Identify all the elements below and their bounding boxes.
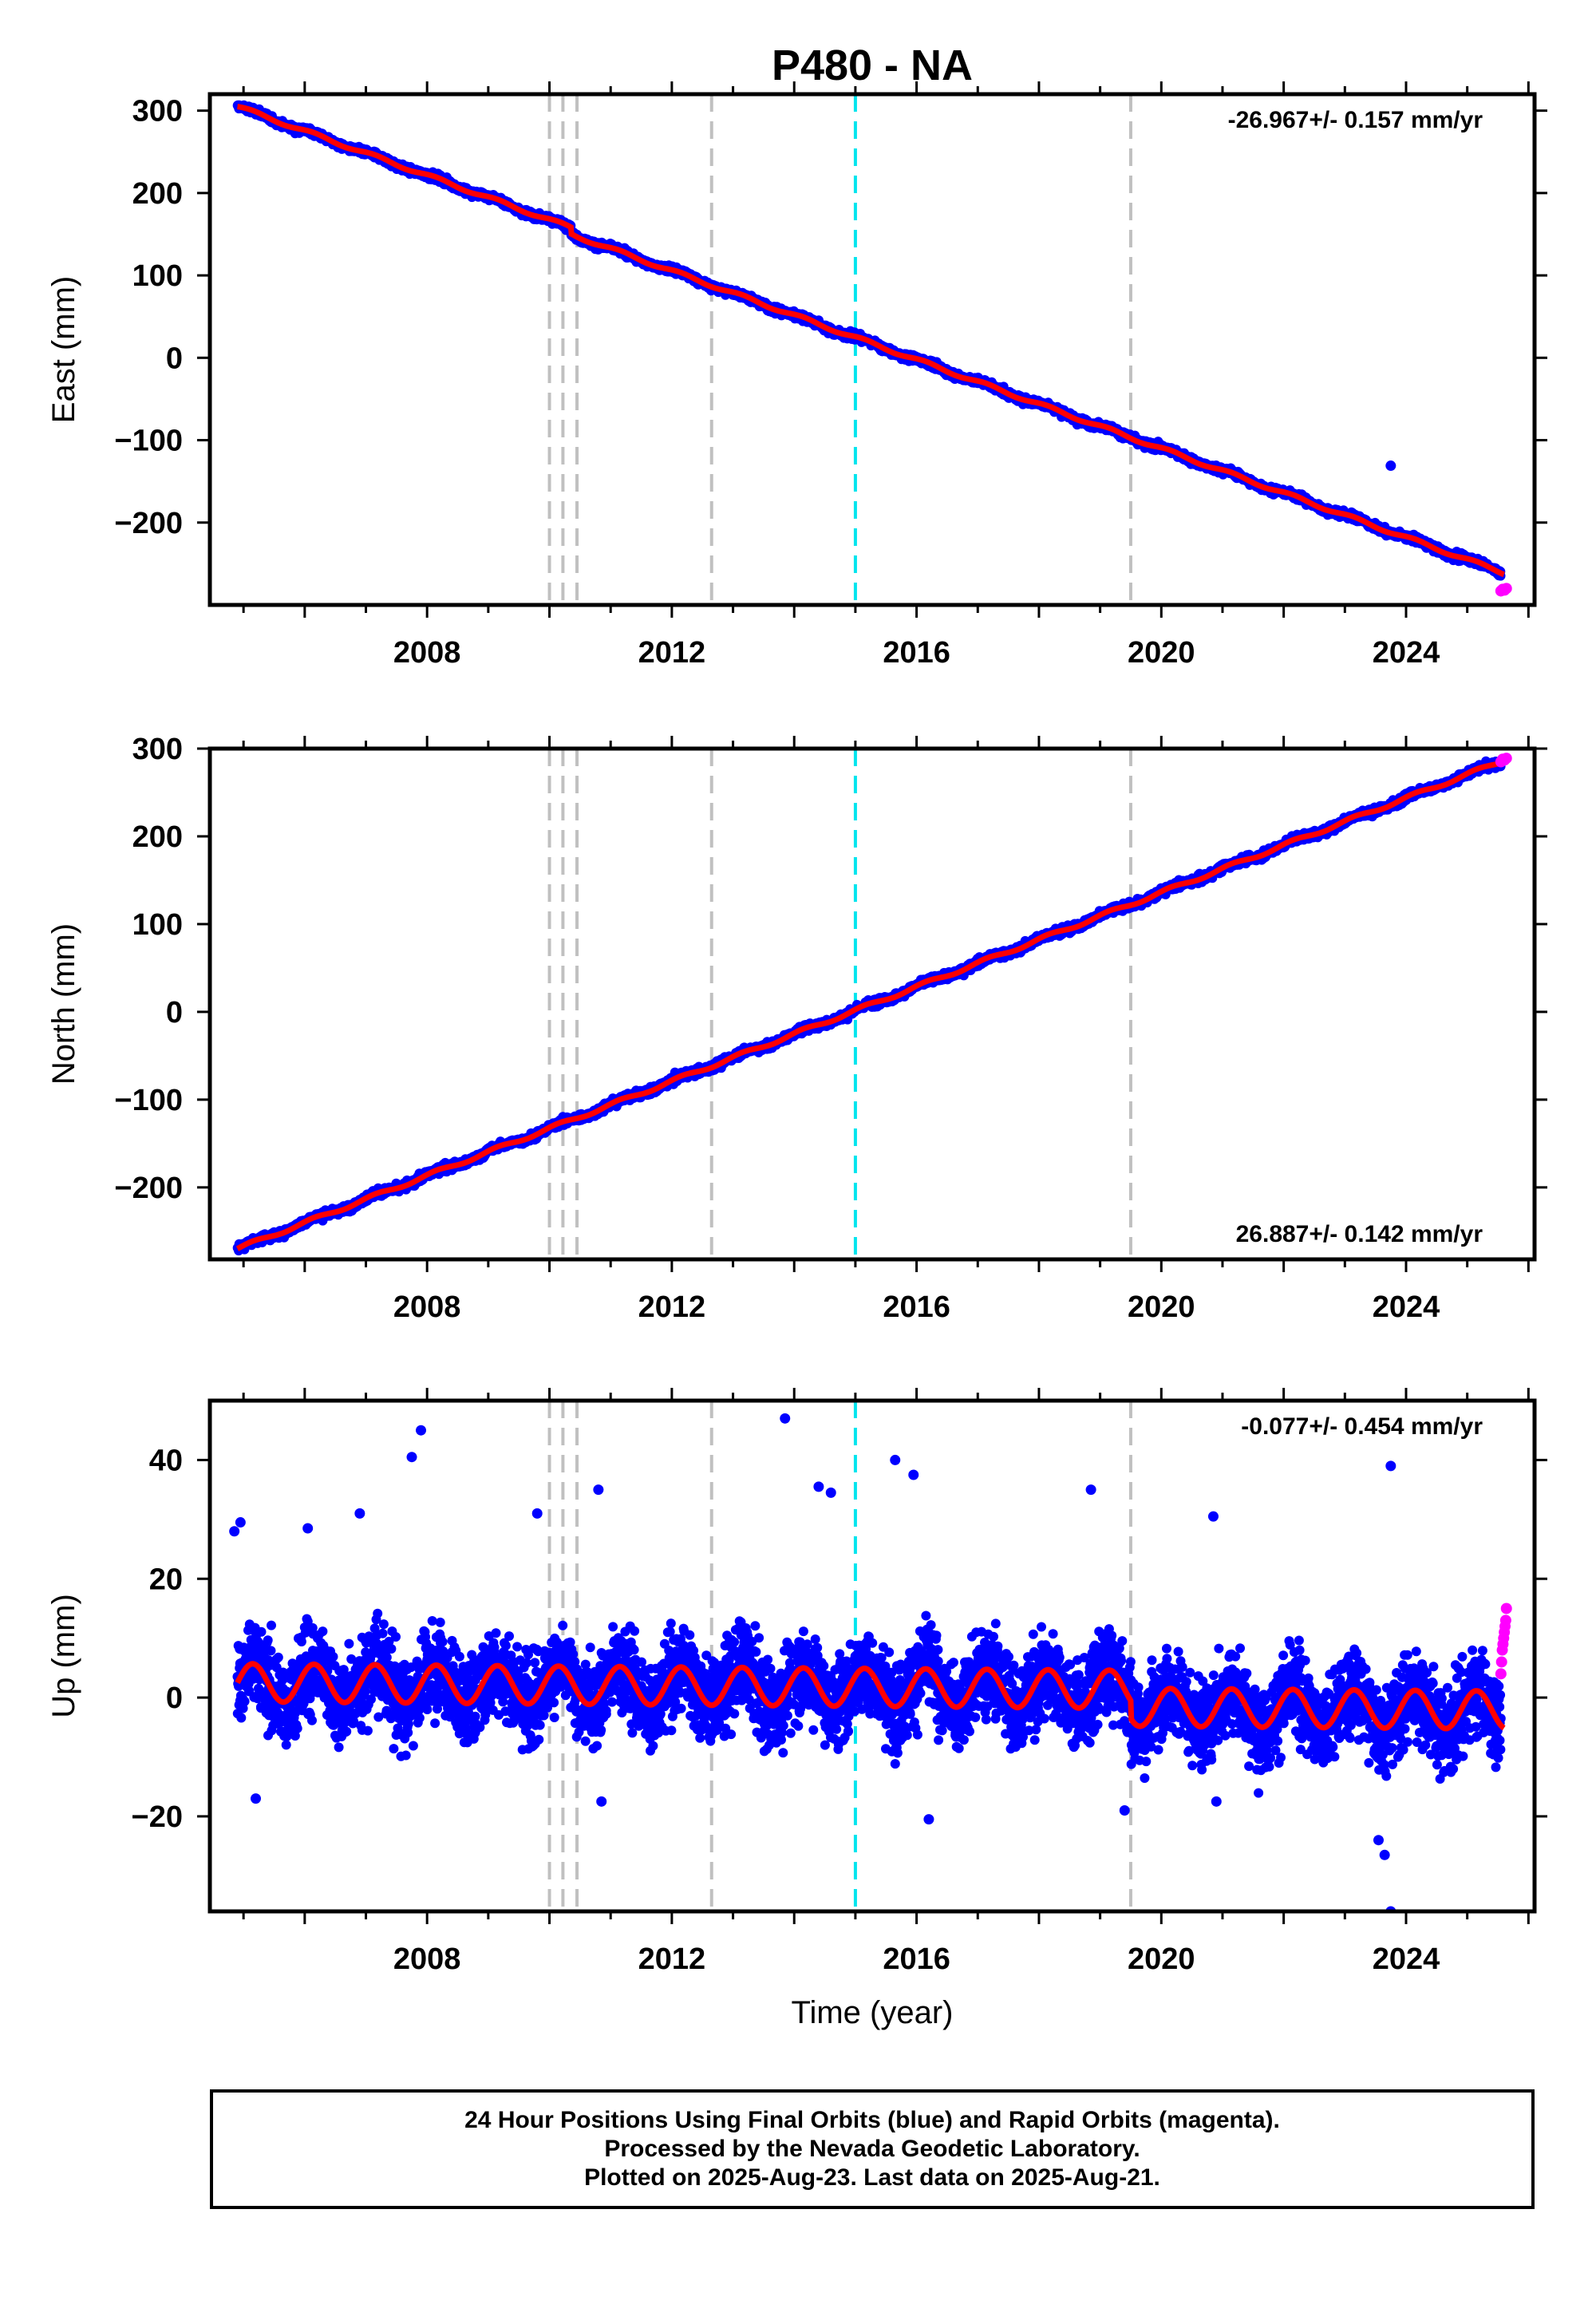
y-tick-label: 300 xyxy=(132,95,183,128)
outlier-point xyxy=(1385,460,1396,471)
y-tick-label: 100 xyxy=(132,259,183,293)
x-tick-label: 2016 xyxy=(883,636,950,670)
model-fit-line xyxy=(238,107,1504,575)
x-tick-label: 2012 xyxy=(638,636,706,670)
plot-area xyxy=(233,749,1512,1259)
panel-1: 2008 2012 2016 2020 2024−200−1000100200300No… xyxy=(46,733,1547,1324)
y-tick-label: 0 xyxy=(166,342,183,375)
y-tick-label: −200 xyxy=(114,507,183,540)
y-tick-label: 200 xyxy=(132,177,183,211)
velocity-label: -26.967+/- 0.157 mm/yr xyxy=(1228,107,1483,133)
x-tick-label: 2024 xyxy=(1373,636,1440,670)
x-tick-label: 2008 xyxy=(393,636,461,670)
x-tick-label: 2020 xyxy=(1128,636,1195,670)
y-tick-label: −100 xyxy=(114,425,183,458)
chart-title: P480 - NA xyxy=(772,41,973,89)
plot-area xyxy=(233,94,1512,605)
panel-0: 2008 2012 2016 2020 2024 −200 −100 0 100 200 300 Ea… xyxy=(46,81,1547,670)
y-axis-label: East (mm) xyxy=(46,276,81,423)
rapid-orbit-point xyxy=(1501,583,1512,594)
